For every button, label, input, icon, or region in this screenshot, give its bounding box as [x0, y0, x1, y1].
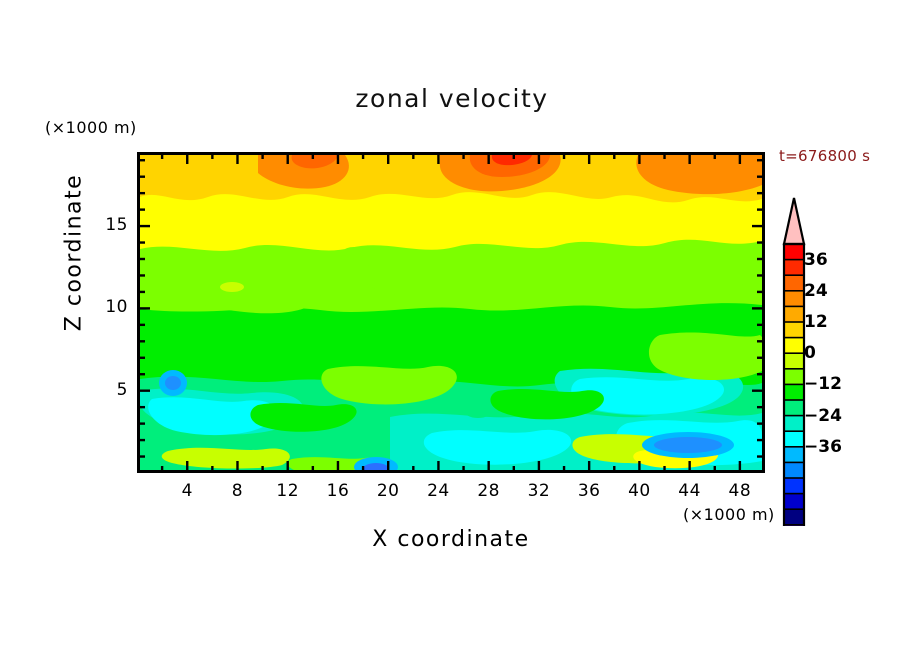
colorbar-band: [783, 336, 805, 355]
colorbar-tick-label: −36: [804, 436, 842, 457]
contour-plot-area: [137, 152, 765, 473]
x-tick-label: 32: [527, 481, 551, 501]
colorbar-band: [783, 290, 805, 308]
colorbar-band: [783, 368, 805, 386]
colorbar-band: [783, 243, 805, 261]
colorbar-band: [783, 321, 805, 339]
colorbar-band: [783, 430, 805, 449]
x-tick-label: 48: [728, 481, 752, 501]
x-axis-unit-label: (×1000 m): [683, 505, 775, 524]
y-axis-title: Z coordinate: [61, 173, 87, 332]
x-axis-title: X coordinate: [372, 527, 530, 552]
x-tick-label: 4: [181, 481, 193, 501]
x-tick-label: 8: [231, 481, 244, 501]
colorbar-band: [783, 461, 805, 480]
page-title: zonal velocity: [355, 84, 549, 113]
x-tick-label: 16: [326, 481, 350, 501]
x-tick-label: 24: [427, 481, 450, 501]
colorbar-band: [783, 446, 805, 464]
colorbar-band: [783, 258, 805, 277]
colorbar: 36 24 12 0 −12 −24 −36: [770, 196, 842, 603]
colorbar-tick-label: 12: [804, 312, 828, 332]
x-tick-label: 20: [376, 481, 400, 501]
x-tick-label: 44: [678, 481, 701, 501]
colorbar-tick-label: −24: [804, 405, 842, 426]
y-axis-unit-label: (×1000 m): [45, 118, 137, 137]
y-tick-label: 5: [116, 379, 128, 400]
x-tick-label: 36: [577, 481, 601, 501]
colorbar-band: [783, 274, 805, 293]
y-tick-label: 15: [105, 215, 128, 236]
colorbar-swatches: [782, 197, 806, 603]
colorbar-band: [783, 492, 805, 511]
colorbar-band: [783, 383, 805, 402]
colorbar-band: [783, 352, 805, 371]
x-tick-label: 40: [628, 481, 651, 501]
colorbar-band: [783, 399, 805, 417]
colorbar-tick-label: −12: [804, 374, 842, 395]
x-tick-label: 28: [477, 481, 500, 501]
contour-field: [140, 155, 762, 470]
y-tick-label: 10: [105, 297, 128, 318]
colorbar-tick-label: 36: [804, 249, 828, 270]
colorbar-over-arrow: [782, 197, 806, 246]
colorbar-band: [783, 523, 805, 542]
colorbar-tick-label: 0: [804, 343, 816, 364]
colorbar-band: [783, 477, 805, 495]
x-tick-label: 12: [276, 481, 300, 501]
colorbar-band: [783, 414, 805, 433]
colorbar-band: [783, 305, 805, 324]
colorbar-tick-label: 24: [804, 280, 828, 301]
colorbar-band: [783, 508, 805, 527]
timestamp-annotation: t=676800 s: [779, 147, 871, 165]
